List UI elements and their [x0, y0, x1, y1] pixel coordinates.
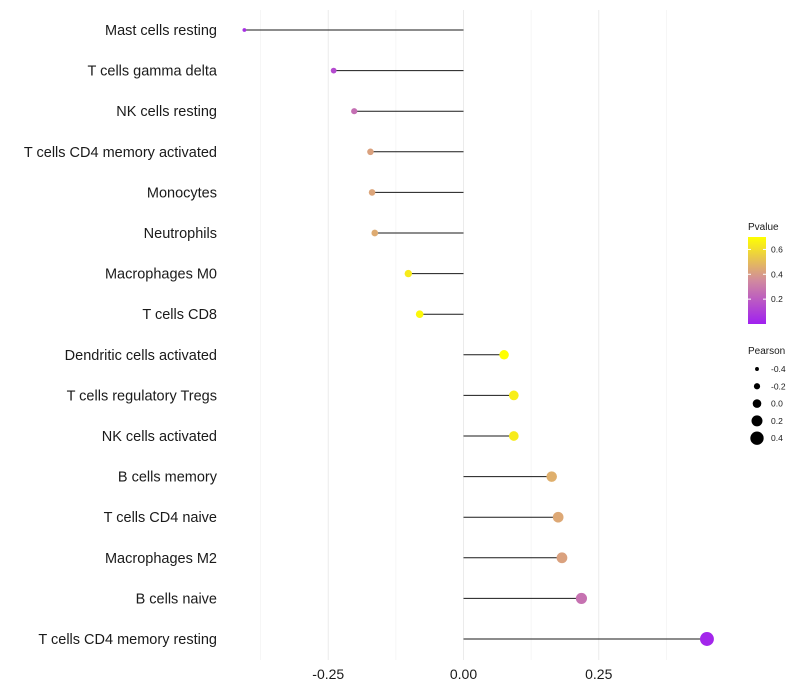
lollipop-dot [371, 229, 379, 237]
lollipop-dot [367, 148, 374, 156]
lollipop-dot [351, 108, 358, 115]
grid-lines [260, 10, 667, 660]
x-tick-label: 0.00 [450, 666, 477, 682]
category-label: Monocytes [147, 185, 217, 201]
colorbar-tick-label: 0.4 [771, 269, 783, 279]
category-label: T cells regulatory Tregs [67, 388, 217, 404]
pearson-legend: Pearson -0.4 -0.2 0.0 0.2 0.4 [748, 346, 786, 445]
lollipop-dot [404, 269, 413, 278]
lollipop-dot [546, 471, 557, 482]
category-label: NK cells resting [116, 104, 217, 120]
lollipop-dot [508, 390, 519, 401]
category-label: Macrophages M2 [105, 551, 217, 567]
colorbar-tick-label: 0.6 [771, 244, 783, 254]
category-label: Macrophages M0 [105, 267, 217, 283]
size-legend-dot [753, 383, 761, 390]
size-legend-label: -0.4 [771, 364, 786, 374]
size-legend-label: 0.2 [771, 416, 783, 426]
lollipop-dot [508, 431, 519, 441]
pvalue-colorbar [748, 237, 766, 324]
lollipop-dot [330, 67, 337, 74]
size-legend-label: 0.0 [771, 399, 783, 409]
lollipop-dot [699, 632, 714, 646]
category-label: Mast cells resting [105, 23, 217, 39]
x-tick-label: 0.25 [585, 666, 612, 682]
category-label: NK cells activated [102, 429, 217, 445]
lollipop-dot [415, 310, 424, 319]
lollipop-dot [556, 552, 568, 564]
size-legend-label: -0.2 [771, 381, 786, 391]
pvalue-legend: Pvalue 0.2 0.4 0.6 [748, 222, 783, 324]
category-label: B cells memory [118, 470, 218, 486]
size-legend-dot [750, 431, 764, 445]
category-labels: Mast cells resting T cells gamma delta NK … [24, 23, 218, 648]
pvalue-legend-title: Pvalue [748, 222, 779, 233]
size-legend-label: 0.4 [771, 433, 783, 443]
size-legend-dot [751, 415, 763, 427]
lollipop-dot [575, 592, 588, 604]
category-label: T cells gamma delta [88, 64, 218, 80]
lollipop-dot [242, 28, 247, 32]
category-label: T cells CD8 [142, 307, 217, 323]
category-label: B cells naive [136, 591, 217, 607]
lollipop-dot [368, 189, 376, 196]
category-label: T cells CD4 memory resting [38, 632, 217, 648]
category-label: T cells CD4 naive [104, 510, 217, 526]
lollipop-dots [242, 28, 714, 646]
pearson-legend-title: Pearson [748, 346, 785, 357]
x-tick-label: -0.25 [312, 666, 344, 682]
x-axis-ticks: -0.25 0.00 0.25 [312, 666, 612, 682]
lollipop-dot [552, 511, 564, 523]
lollipop-dot [499, 350, 509, 360]
category-label: Dendritic cells activated [65, 348, 217, 364]
category-label: Neutrophils [144, 226, 217, 242]
size-legend-dot [752, 399, 762, 408]
category-label: T cells CD4 memory activated [24, 145, 217, 161]
lollipop-stems [244, 29, 707, 640]
size-legend-dot [755, 367, 759, 371]
colorbar-tick-label: 0.2 [771, 294, 783, 304]
